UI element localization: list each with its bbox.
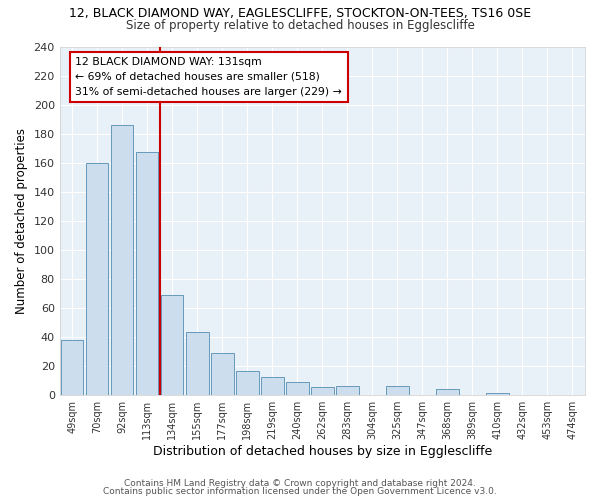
Bar	[111, 125, 133, 394]
Bar	[161, 294, 184, 394]
Bar	[336, 386, 359, 394]
Bar	[286, 382, 308, 394]
Bar	[186, 332, 209, 394]
Text: Size of property relative to detached houses in Egglescliffe: Size of property relative to detached ho…	[125, 18, 475, 32]
Bar	[86, 162, 109, 394]
Text: Contains HM Land Registry data © Crown copyright and database right 2024.: Contains HM Land Registry data © Crown c…	[124, 478, 476, 488]
Bar	[61, 340, 83, 394]
Bar	[386, 386, 409, 394]
Bar	[236, 372, 259, 394]
Text: 12, BLACK DIAMOND WAY, EAGLESCLIFFE, STOCKTON-ON-TEES, TS16 0SE: 12, BLACK DIAMOND WAY, EAGLESCLIFFE, STO…	[69, 8, 531, 20]
Text: 12 BLACK DIAMOND WAY: 131sqm
← 69% of detached houses are smaller (518)
31% of s: 12 BLACK DIAMOND WAY: 131sqm ← 69% of de…	[76, 57, 342, 96]
Bar	[311, 388, 334, 394]
Text: Contains public sector information licensed under the Open Government Licence v3: Contains public sector information licen…	[103, 487, 497, 496]
Bar	[136, 152, 158, 394]
Y-axis label: Number of detached properties: Number of detached properties	[15, 128, 28, 314]
Bar	[436, 389, 458, 394]
Bar	[211, 352, 233, 395]
Bar	[261, 378, 284, 394]
X-axis label: Distribution of detached houses by size in Egglescliffe: Distribution of detached houses by size …	[153, 444, 492, 458]
